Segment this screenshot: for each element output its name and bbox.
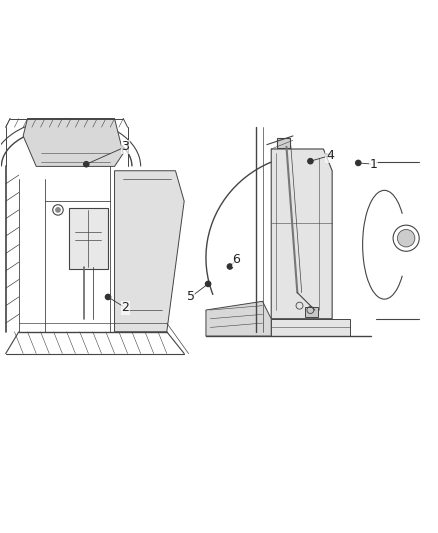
Text: 2: 2: [121, 301, 129, 314]
Circle shape: [308, 158, 313, 164]
FancyBboxPatch shape: [69, 208, 108, 269]
Circle shape: [106, 294, 111, 300]
FancyBboxPatch shape: [305, 307, 318, 318]
Text: 5: 5: [187, 290, 195, 303]
Polygon shape: [271, 149, 332, 319]
Circle shape: [397, 230, 415, 247]
Circle shape: [227, 264, 233, 269]
Polygon shape: [115, 171, 184, 332]
Polygon shape: [206, 301, 271, 336]
Circle shape: [56, 208, 60, 212]
Circle shape: [205, 281, 211, 287]
Text: 6: 6: [233, 254, 240, 266]
Circle shape: [356, 160, 361, 166]
Polygon shape: [23, 118, 123, 166]
Text: 1: 1: [370, 158, 378, 171]
Circle shape: [84, 161, 89, 167]
Text: 3: 3: [121, 140, 129, 154]
Polygon shape: [271, 319, 350, 336]
FancyBboxPatch shape: [277, 138, 290, 148]
Text: 4: 4: [326, 149, 334, 162]
